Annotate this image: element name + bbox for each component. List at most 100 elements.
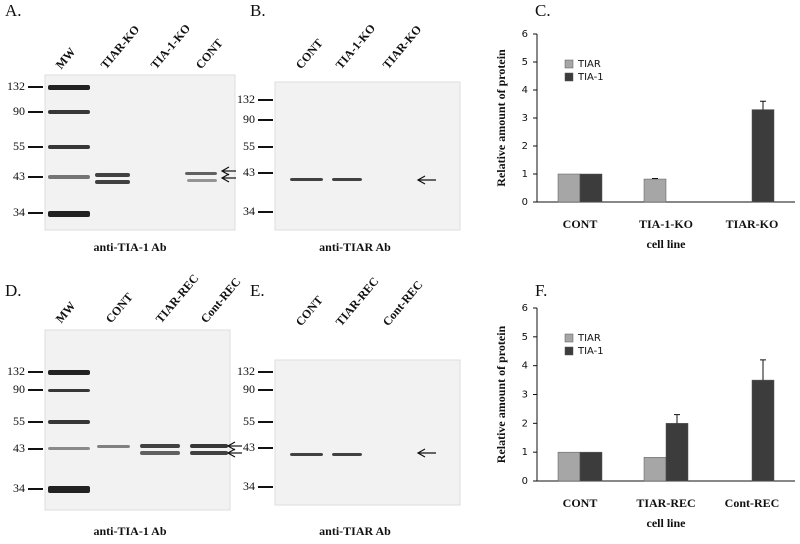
band xyxy=(140,444,180,448)
lane-label: TIAR-KO xyxy=(380,22,425,71)
y-tick-label: 4 xyxy=(522,361,528,372)
legend-swatch xyxy=(564,59,574,69)
x-axis-label: cell line xyxy=(647,516,687,530)
band xyxy=(187,179,217,182)
marker-label: 34 xyxy=(243,479,255,493)
band xyxy=(190,444,228,448)
marker-label: 55 xyxy=(13,414,25,428)
bar xyxy=(751,379,775,482)
y-tick-label: 5 xyxy=(522,332,528,343)
y-tick-label: 3 xyxy=(522,113,528,124)
x-axis-label: cell line xyxy=(647,237,687,251)
marker-label: 34 xyxy=(243,204,255,218)
lane-label: Cont-REC xyxy=(380,278,426,329)
marker-label: 132 xyxy=(7,364,25,378)
blot xyxy=(44,74,236,231)
lane-label: TIAR-REC xyxy=(333,274,382,328)
lane-label: TIA-1-KO xyxy=(333,21,378,71)
band xyxy=(48,85,90,90)
y-tick-label: 2 xyxy=(522,418,528,429)
marker-label: 43 xyxy=(243,165,255,179)
error-bar xyxy=(760,100,766,110)
blot xyxy=(274,359,461,506)
bar xyxy=(579,451,603,482)
y-tick-label: 1 xyxy=(522,447,528,458)
lane-label: MW xyxy=(53,45,79,72)
lane-label: Cont-REC xyxy=(198,275,244,326)
legend-swatch xyxy=(564,346,574,356)
legend-label: TIA-1 xyxy=(577,72,604,83)
blot-caption: anti-TIA-1 Ab xyxy=(93,524,166,538)
band xyxy=(290,178,323,181)
lane-label: MW xyxy=(53,299,79,326)
x-tick-label: TIA-1-KO xyxy=(639,217,693,231)
lane-label: TIA-1-KO xyxy=(148,21,193,71)
marker-label: 132 xyxy=(237,364,255,378)
panel-label: C. xyxy=(535,1,551,20)
x-tick-label: Cont-REC xyxy=(725,496,780,510)
marker-label: 55 xyxy=(243,414,255,428)
y-tick-label: 0 xyxy=(522,197,528,208)
band xyxy=(140,451,180,455)
band xyxy=(48,370,90,375)
marker-label: 90 xyxy=(243,112,255,126)
band xyxy=(190,451,228,455)
band xyxy=(48,211,90,217)
band xyxy=(48,110,90,114)
band xyxy=(48,420,90,424)
arrow-head xyxy=(226,441,236,451)
panel-label: E. xyxy=(250,281,265,300)
y-tick-label: 6 xyxy=(522,303,528,314)
lane-label: TIAR-REC xyxy=(153,271,202,325)
blot-caption: anti-TIAR Ab xyxy=(319,524,391,538)
x-tick-label: CONT xyxy=(563,217,598,231)
x-tick-label: TIAR-KO xyxy=(726,217,779,231)
y-tick-label: 4 xyxy=(522,85,528,96)
panel-label: A. xyxy=(5,1,22,20)
x-tick-label: CONT xyxy=(563,496,598,510)
legend-swatch xyxy=(564,333,574,343)
y-tick-label: 5 xyxy=(522,57,528,68)
lane-label: CONT xyxy=(103,290,136,326)
y-tick-label: 1 xyxy=(522,169,528,180)
arrow-head xyxy=(416,175,426,185)
lane-label: CONT xyxy=(293,293,326,329)
error-bar xyxy=(760,359,766,381)
band xyxy=(290,453,323,456)
arrow-head xyxy=(220,166,230,176)
band xyxy=(48,447,90,450)
band xyxy=(48,389,90,392)
error-bar xyxy=(674,414,680,424)
bar xyxy=(665,423,689,482)
bar xyxy=(579,173,603,203)
blot-caption: anti-TIA-1 Ab xyxy=(93,240,166,254)
lane-label: CONT xyxy=(193,36,226,72)
x-tick-label: TIAR-REC xyxy=(636,496,695,510)
band xyxy=(95,180,130,184)
bar xyxy=(557,451,581,482)
marker-label: 34 xyxy=(13,481,25,495)
marker-label: 55 xyxy=(13,139,25,153)
band xyxy=(185,172,217,175)
y-tick-label: 0 xyxy=(522,476,528,487)
panel-label: F. xyxy=(535,281,547,300)
arrow-head xyxy=(220,173,230,183)
legend-swatch xyxy=(564,72,574,82)
y-axis-label: Relative amount of protein xyxy=(494,49,508,187)
band xyxy=(48,486,90,493)
band xyxy=(95,173,130,177)
legend-label: TIAR xyxy=(577,333,601,344)
marker-label: 43 xyxy=(13,169,25,183)
band xyxy=(48,145,90,149)
y-axis-label: Relative amount of protein xyxy=(494,325,508,463)
marker-label: 34 xyxy=(13,205,25,219)
band xyxy=(97,445,130,448)
blot-caption: anti-TIAR Ab xyxy=(319,240,391,254)
panel-label: D. xyxy=(5,281,22,300)
marker-label: 43 xyxy=(13,441,25,455)
y-tick-label: 3 xyxy=(522,390,528,401)
arrow-head xyxy=(416,448,426,458)
bar xyxy=(557,173,581,203)
error-bar xyxy=(652,177,658,180)
